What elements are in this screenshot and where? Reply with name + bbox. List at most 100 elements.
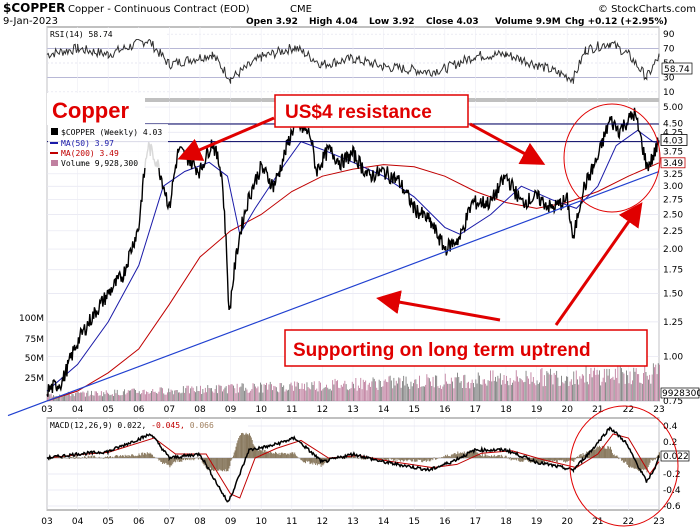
macd-hist-bar — [608, 446, 610, 458]
macd-hist-bar — [622, 458, 624, 463]
macd-hist-bar — [207, 458, 209, 471]
volume-bar — [83, 392, 85, 401]
last-price-tag — [660, 134, 688, 146]
macd-hist-bar — [266, 451, 268, 458]
volume-bar — [214, 389, 216, 401]
volume-bar — [255, 386, 256, 401]
volume-bar — [186, 385, 188, 401]
volume-bar — [601, 381, 603, 401]
volume-bar — [623, 373, 625, 401]
macd-hist-bar — [94, 455, 96, 458]
volume-bar — [487, 380, 489, 401]
volume-bar — [240, 386, 242, 401]
volume-bar — [231, 384, 233, 401]
macd-hist-bar — [100, 457, 102, 458]
macd-hist-bar — [411, 458, 413, 462]
volume-bar — [246, 389, 248, 401]
volume-bar — [376, 387, 378, 401]
price-tick-label: 1.75 — [663, 266, 683, 276]
macd-hist-bar — [590, 450, 592, 458]
macd-hist-bar — [283, 453, 285, 458]
volume-bar — [351, 381, 353, 401]
volume-bar — [435, 375, 436, 401]
macd-hist-bar — [206, 458, 208, 469]
macd-hist-bar — [285, 453, 287, 458]
macd-hist-bar — [316, 458, 317, 464]
volume-bar — [378, 379, 380, 401]
x-tick-label: 09 — [225, 405, 237, 415]
volume-bar — [617, 364, 619, 401]
x-tick-label: 07 — [164, 517, 175, 527]
macd-hist-bar — [237, 440, 239, 458]
volume-bar — [652, 363, 654, 401]
macd-hist-bar — [286, 454, 287, 458]
volume-bar — [386, 381, 387, 401]
volume-bar — [280, 383, 282, 401]
macd-hist-bar — [294, 454, 296, 458]
volume-bar — [78, 393, 80, 401]
volume-bar — [162, 388, 163, 401]
volume-bar — [367, 384, 369, 401]
volume-bar — [541, 368, 543, 401]
volume-bar — [190, 388, 192, 401]
volume-bar — [252, 383, 254, 401]
macd-hist-bar — [443, 456, 445, 458]
volume-bar — [436, 375, 438, 401]
volume-bar — [155, 393, 157, 401]
macd-hist-bar — [259, 448, 261, 458]
macd-hist-bar — [71, 457, 73, 458]
volume-bar — [528, 378, 529, 401]
macd-hist-bar — [284, 453, 286, 458]
volume-bar — [566, 376, 567, 401]
macd-hist-bar — [173, 458, 175, 463]
volume-bar — [100, 391, 102, 401]
macd-hist-bar — [573, 458, 575, 462]
volume-bar — [373, 378, 375, 401]
volume-bar — [304, 383, 305, 401]
macd-hist-bar — [435, 458, 437, 460]
macd-hist-bar — [512, 458, 514, 460]
volume-bar — [595, 374, 597, 401]
macd-hist-bar — [502, 456, 503, 458]
volume-bar — [384, 379, 386, 401]
macd-hist-bar — [112, 457, 114, 458]
volume-bar — [543, 375, 545, 401]
macd-hist-bar — [242, 433, 244, 458]
source-credit: © StockCharts.com — [598, 4, 696, 15]
volume-bar — [160, 387, 162, 401]
macd-hist-bar — [390, 458, 392, 460]
macd-hist-bar — [224, 458, 226, 470]
macd-hist-bar — [110, 456, 111, 458]
macd-hist-bar — [648, 458, 650, 465]
macd-hist-bar — [280, 453, 282, 458]
macd-hist-bar — [395, 458, 397, 459]
x-tick-label: 11 — [286, 517, 297, 527]
macd-hist-bar — [185, 458, 187, 460]
volume-bar — [82, 391, 84, 401]
macd-hist-bar — [626, 458, 628, 465]
volume-bar — [555, 374, 556, 401]
macd-hist-bar — [508, 458, 510, 460]
macd-hist-bar — [229, 458, 231, 466]
macd-hist-bar — [601, 445, 603, 458]
macd-hist-bar — [589, 450, 591, 458]
volume-bar — [245, 387, 247, 401]
macd-hist-bar — [584, 454, 586, 458]
volume-bar — [404, 385, 406, 401]
macd-hist-bar — [299, 458, 301, 459]
macd-hist-bar — [111, 456, 113, 458]
macd-hist-bar — [408, 458, 410, 460]
close-value: Close 4.03 — [426, 17, 479, 27]
volume-bar — [597, 374, 599, 401]
volume-bar — [447, 383, 449, 401]
macd-hist-bar — [609, 448, 611, 458]
macd-hist-bar — [159, 458, 161, 460]
volume-bar — [288, 389, 289, 401]
volume-bar — [557, 377, 559, 401]
macd-hist-bar — [260, 450, 261, 458]
volume-bar — [394, 385, 396, 401]
macd-hist-bar — [431, 458, 433, 459]
volume-bar — [93, 395, 95, 401]
macd-hist-bar — [269, 452, 271, 458]
price-tick-label: 4.50 — [663, 119, 683, 129]
